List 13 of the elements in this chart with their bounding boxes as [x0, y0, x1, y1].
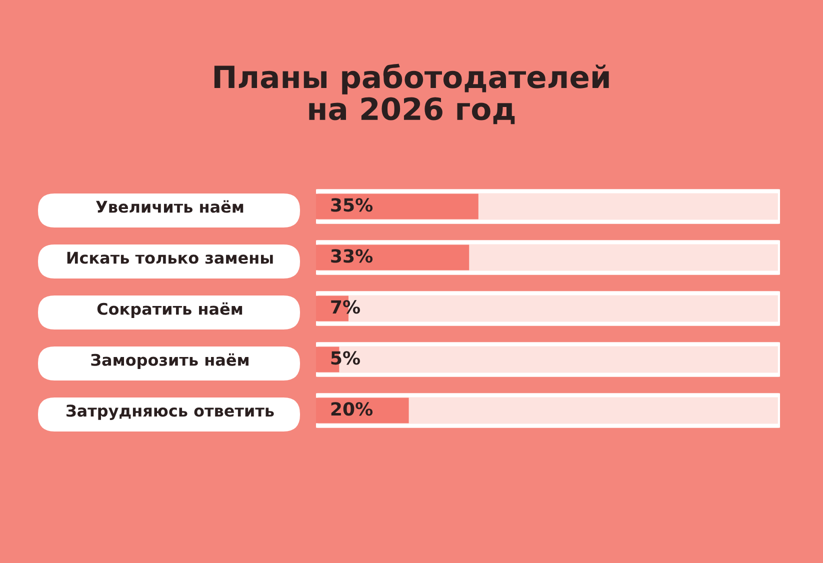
bar [316, 244, 470, 270]
bar [316, 194, 478, 220]
data-label: 20% [331, 402, 373, 416]
data-label: 35% [331, 198, 373, 212]
y-tick-label: Затрудняюсь ответить [66, 404, 274, 420]
chart-title: Планы работодателей на 2026 год [214, 64, 609, 124]
y-tick-label: Увеличить наём [96, 200, 244, 213]
data-label: 7% [331, 300, 360, 314]
y-tick-label: Искать только замены [67, 252, 273, 264]
y-tick-label: Сократить наём [97, 302, 242, 318]
data-label: 33% [331, 249, 373, 263]
y-tick-label: Заморозить наём [91, 353, 248, 369]
data-label: 5% [331, 351, 360, 365]
